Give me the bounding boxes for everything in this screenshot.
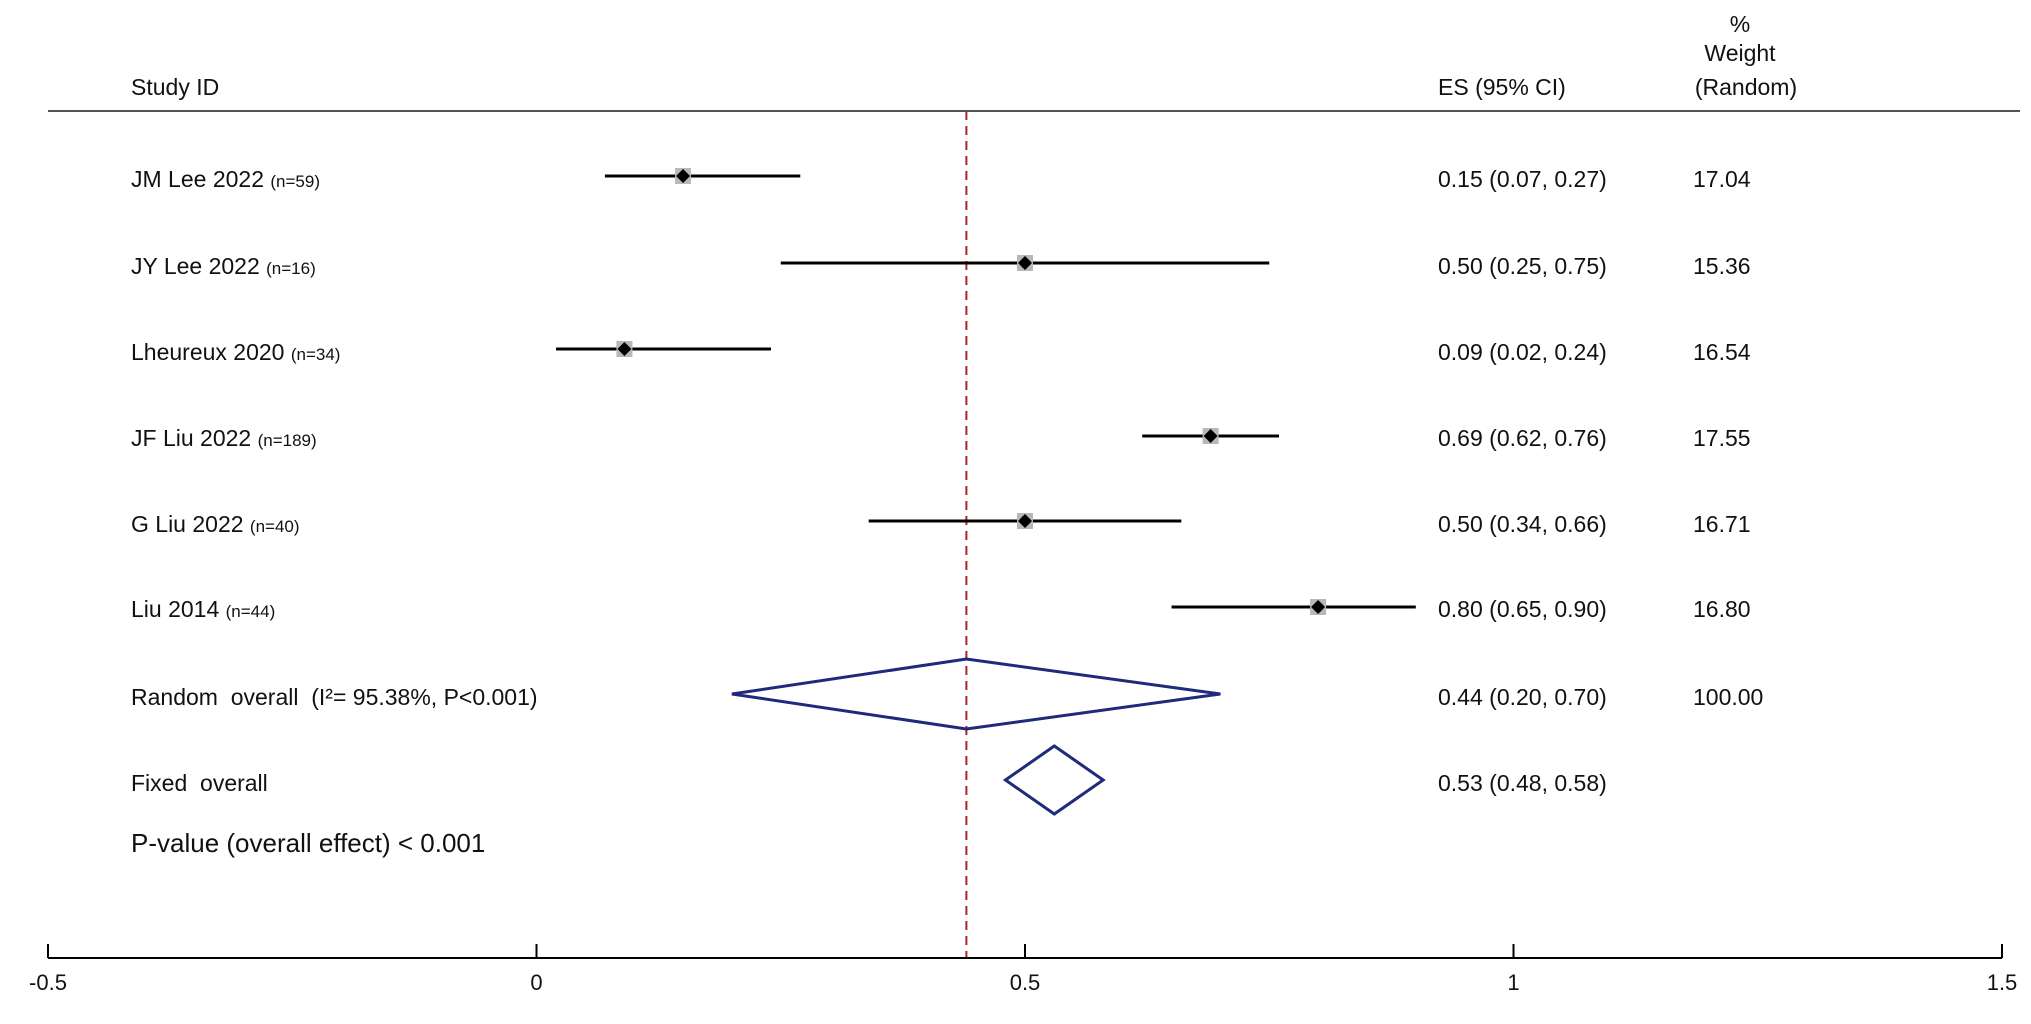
header-weight-line3: (Random): [1695, 74, 1797, 100]
x-tick-label-1: 0: [530, 970, 542, 995]
row-text: JM Lee 2022 (n=59) JY Lee 2022 (n=16) Lh…: [131, 166, 1763, 858]
weight-text-4: 16.71: [1693, 511, 1751, 537]
weight-text-0: 17.04: [1693, 166, 1751, 192]
x-tick-label-2: 0.5: [1010, 970, 1041, 995]
pvalue-text: P-value (overall effect) < 0.001: [131, 828, 485, 858]
point-estimate-3: [1203, 429, 1218, 443]
fixed-overall-label: Fixed overall: [131, 770, 268, 796]
header-study-id: Study ID: [131, 74, 219, 100]
study-label-2: Lheureux 2020 (n=34): [131, 339, 340, 365]
es-text-random: 0.44 (0.20, 0.70): [1438, 684, 1607, 710]
header-weight-line2: Weight: [1704, 40, 1776, 66]
x-tick-label-4: 1.5: [1987, 970, 2018, 995]
point-estimate-0: [676, 169, 691, 183]
es-text-4: 0.50 (0.34, 0.66): [1438, 511, 1607, 537]
study-label-5: Liu 2014 (n=44): [131, 596, 275, 622]
es-text-5: 0.80 (0.65, 0.90): [1438, 596, 1607, 622]
point-estimate-4: [1018, 514, 1032, 528]
weight-text-3: 17.55: [1693, 425, 1751, 451]
point-estimate-5: [1311, 600, 1326, 614]
weight-text-random: 100.00: [1693, 684, 1763, 710]
es-text-2: 0.09 (0.02, 0.24): [1438, 339, 1607, 365]
fixed-overall-diamond: [1002, 744, 1106, 816]
header-weight-line1: %: [1730, 11, 1750, 37]
header-es: ES (95% CI): [1438, 74, 1566, 100]
x-tick-label-0: -0.5: [29, 970, 67, 995]
plot-marks: [556, 168, 1416, 816]
es-text-fixed: 0.53 (0.48, 0.58): [1438, 770, 1607, 796]
weight-text-5: 16.80: [1693, 596, 1751, 622]
study-label-3: JF Liu 2022 (n=189): [131, 425, 317, 451]
weight-text-1: 15.36: [1693, 253, 1751, 279]
study-label-1: JY Lee 2022 (n=16): [131, 253, 316, 279]
x-tick-label-3: 1: [1507, 970, 1519, 995]
study-label-4: G Liu 2022 (n=40): [131, 511, 300, 537]
random-overall-diamond: [731, 657, 1221, 731]
x-axis: -0.5 0 0.5 1 1.5: [29, 944, 2017, 995]
es-text-1: 0.50 (0.25, 0.75): [1438, 253, 1607, 279]
weight-text-2: 16.54: [1693, 339, 1751, 365]
point-estimate-2: [617, 342, 632, 356]
es-text-3: 0.69 (0.62, 0.76): [1438, 425, 1607, 451]
point-estimate-1: [1018, 256, 1032, 270]
es-text-0: 0.15 (0.07, 0.27): [1438, 166, 1607, 192]
study-label-0: JM Lee 2022 (n=59): [131, 166, 320, 192]
random-overall-label: Random overall (I²= 95.38%, P<0.001): [131, 684, 538, 710]
